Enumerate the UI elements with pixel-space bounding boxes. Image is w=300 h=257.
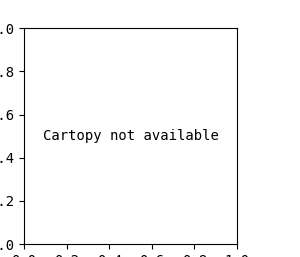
Text: Cartopy not available: Cartopy not available bbox=[43, 129, 218, 143]
